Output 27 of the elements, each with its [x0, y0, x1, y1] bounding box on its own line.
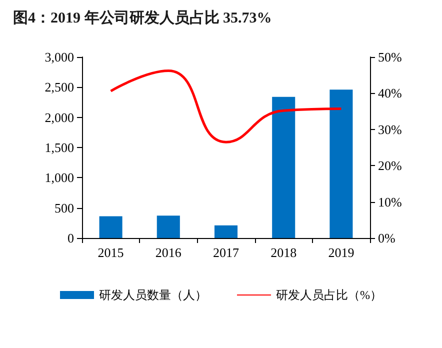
bar: [214, 225, 238, 238]
y-tick-label: 3,000: [44, 50, 74, 64]
legend-label: 研发人员占比（%）: [276, 288, 382, 302]
line-series: [110, 70, 342, 144]
x-tick-label: 2018: [270, 245, 297, 260]
y-tick-label: 500: [54, 200, 74, 216]
y2-tick-label: 10%: [378, 194, 402, 210]
y-tick-label: 0: [68, 230, 74, 246]
y-tick-label: 2,500: [44, 80, 74, 95]
y2-tick-label: 0%: [378, 230, 396, 246]
y2-tick-label: 50%: [378, 50, 402, 64]
y-tick-label: 1,000: [44, 170, 74, 186]
bar: [272, 96, 296, 238]
y2-tick-label: 40%: [378, 86, 402, 101]
chart-title: 图4：2019 年公司研发人员占比 35.73%: [13, 10, 272, 26]
y2-tick-label: 30%: [378, 122, 402, 137]
x-tick-label: 2015: [98, 245, 124, 260]
y2-tick-label: 20%: [378, 158, 402, 174]
bar: [99, 216, 122, 238]
legend-label: 研发人员数量（人）: [99, 288, 207, 302]
y-tick-label: 2,000: [44, 110, 74, 125]
x-tick-label: 2016: [155, 245, 182, 260]
x-tick-label: 2019: [328, 245, 354, 260]
bar: [156, 216, 180, 238]
x-tick-label: 2017: [213, 245, 240, 260]
y-tick-label: 1,500: [44, 140, 74, 155]
bar: [330, 90, 353, 238]
